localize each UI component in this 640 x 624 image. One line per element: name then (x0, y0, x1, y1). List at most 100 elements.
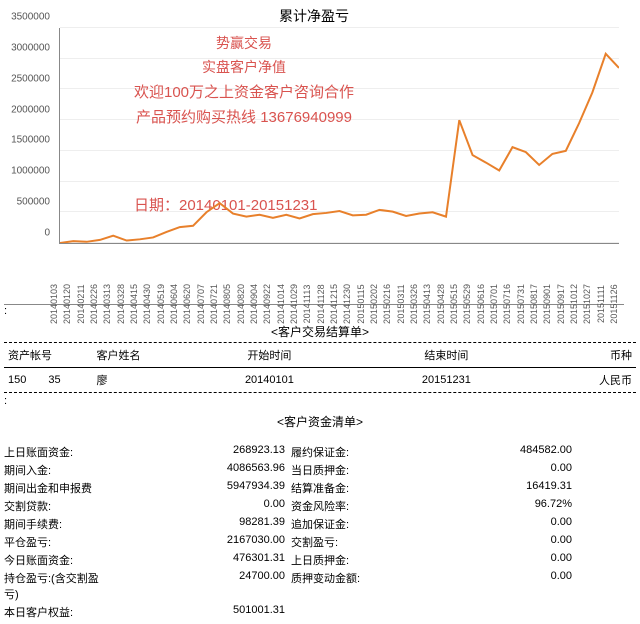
x-tick: 20150716 (502, 284, 512, 324)
fund-value: 0.00 (392, 516, 572, 532)
x-tick: 20151126 (609, 284, 619, 323)
fund-label: 质押变动金额: (291, 570, 386, 602)
fund-value: 484582.00 (392, 444, 572, 460)
x-tick: 20140415 (129, 284, 139, 324)
fund-label: 上日账面资金: (4, 444, 99, 460)
chart-container: 累计净盈亏 0500000100000015000002000000250000… (4, 4, 624, 305)
fund-value: 0.00 (392, 462, 572, 478)
y-tick: 500000 (17, 197, 50, 208)
fund-label: 追加保证金: (291, 516, 386, 532)
x-tick: 20140820 (236, 284, 246, 324)
x-tick: 20140103 (49, 284, 59, 324)
line-chart-svg (60, 28, 619, 243)
acct-suffix: 35 (48, 374, 60, 386)
settlement-table: 资产帐号 客户姓名 开始时间 结束时间 币种 (4, 345, 636, 365)
fund-label: 履约保证金: (291, 444, 386, 460)
x-tick: 20140211 (76, 284, 86, 323)
hdr-acct: 资产帐号 (4, 345, 92, 365)
currency-cell: 人民币 (535, 370, 636, 390)
settlement-header-row: 资产帐号 客户姓名 开始时间 结束时间 币种 (4, 345, 636, 365)
x-tick: 20140328 (116, 284, 126, 324)
fund-value: 0.00 (392, 570, 572, 602)
fund-label: 平仓盈亏: (4, 534, 99, 550)
x-tick: 20150216 (382, 284, 392, 324)
x-tick: 20150731 (516, 284, 526, 324)
y-tick: 2000000 (11, 104, 50, 115)
x-tick: 20141215 (329, 284, 339, 324)
x-tick: 20140226 (89, 284, 99, 324)
x-tick: 20140922 (262, 284, 272, 324)
x-tick: 20150413 (422, 284, 432, 324)
fund-label: 结算准备金: (291, 480, 386, 496)
settlement-data-row: 150XXX35 廖XX 20140101 20151231 人民币 (4, 370, 636, 390)
x-tick: 20150529 (462, 284, 472, 324)
x-tick: 20150817 (529, 284, 539, 324)
divider (4, 367, 636, 368)
acct-cell: 150XXX35 (4, 370, 92, 390)
x-tick: 20140313 (102, 284, 112, 324)
acct-prefix: 150 (8, 374, 26, 386)
chart-plot (59, 28, 619, 244)
name-cell: 廖XX (92, 370, 180, 390)
fund-value: 2167030.00 (105, 534, 285, 550)
x-tick: 20150202 (369, 284, 379, 324)
fund-value: 0.00 (392, 534, 572, 550)
x-tick: 20140620 (182, 284, 192, 324)
y-tick: 1000000 (11, 166, 50, 177)
x-tick: 20140120 (62, 284, 72, 324)
x-tick: 20150701 (489, 284, 499, 324)
divider (4, 342, 636, 343)
y-tick: 3000000 (11, 42, 50, 53)
fund-label: 期间出金和申报费 (4, 480, 99, 496)
funds-title: <客户资金清单> (4, 413, 636, 430)
fund-value: 5947934.39 (105, 480, 285, 496)
fund-label: 交割盈亏: (291, 534, 386, 550)
hdr-name: 客户姓名 (92, 345, 180, 365)
x-tick: 20151012 (569, 284, 579, 324)
fund-value: 0.00 (105, 498, 285, 514)
x-tick: 20150428 (436, 284, 446, 324)
x-tick: 20150917 (556, 284, 566, 324)
fund-label: 资金风险率: (291, 498, 386, 514)
x-tick: 20141014 (276, 284, 286, 324)
x-tick: 20150616 (476, 284, 486, 324)
x-tick: 20140519 (156, 284, 166, 324)
x-tick: 20140707 (196, 284, 206, 324)
fund-value (392, 604, 572, 620)
fund-value: 4086563.96 (105, 462, 285, 478)
fund-value: 98281.39 (105, 516, 285, 532)
fund-label: 期间入金: (4, 462, 99, 478)
x-tick: 20141230 (342, 284, 352, 324)
x-tick: 20150515 (449, 284, 459, 324)
fund-value: 268923.13 (105, 444, 285, 460)
y-tick: 1500000 (11, 135, 50, 146)
x-tick: 20140604 (169, 284, 179, 324)
x-tick: 20140721 (209, 284, 219, 324)
fund-value: 24700.00 (105, 570, 285, 602)
fund-label (291, 604, 386, 620)
end-cell: 20151231 (358, 370, 535, 390)
x-axis: 2014010320140120201402112014022620140313… (59, 246, 619, 304)
start-cell: 20140101 (181, 370, 358, 390)
series-line (60, 54, 619, 243)
funds-grid: 上日账面资金: 268923.13 履约保证金: 484582.00 期间入金: 4086… (4, 444, 636, 620)
x-tick: 20151027 (582, 284, 592, 324)
fund-value: 0.00 (392, 552, 572, 568)
y-tick: 0 (44, 228, 50, 239)
y-tick: 2500000 (11, 73, 50, 84)
fund-label: 当日质押金: (291, 462, 386, 478)
fund-label: 期间手续费: (4, 516, 99, 532)
fund-label: 交割贷款: (4, 498, 99, 514)
x-tick: 20141113 (302, 285, 312, 324)
x-tick: 20150901 (542, 284, 552, 324)
name-prefix: 廖 (96, 375, 107, 387)
y-axis: 0 500000 1000000 1500000 2000000 2500000 30000… (4, 28, 54, 244)
hdr-currency: 币种 (535, 345, 636, 365)
x-tick: 20150115 (356, 284, 366, 323)
divider (4, 392, 636, 393)
fund-label: 持仓盈亏:(含交割盈亏) (4, 570, 99, 602)
fund-value: 16419.31 (392, 480, 572, 496)
fund-value: 476301.31 (105, 552, 285, 568)
x-tick: 20140805 (222, 284, 232, 324)
hdr-start: 开始时间 (181, 345, 358, 365)
